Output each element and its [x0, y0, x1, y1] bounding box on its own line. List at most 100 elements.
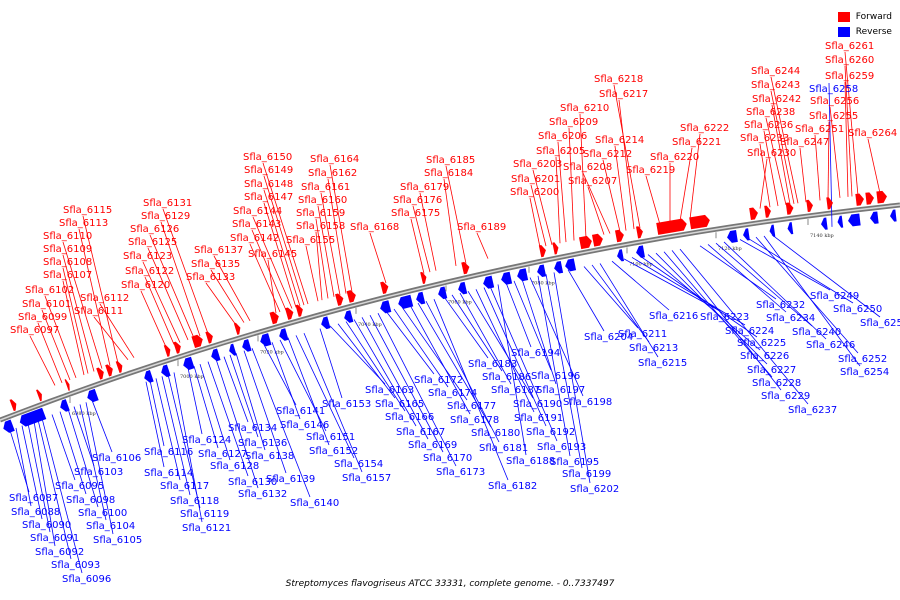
gene-label-sfla-6206: Sfla_6206 [538, 131, 587, 142]
reverse-gene-arrow [890, 209, 897, 222]
reverse-gene-arrow [3, 419, 15, 433]
leader-line [671, 250, 782, 391]
gene-label-sfla-6117: Sfla_6117 [160, 481, 209, 492]
reverse-gene-arrow [501, 271, 513, 285]
tick-label: 7060 kbp [448, 299, 472, 305]
forward-gene-arrow [855, 193, 864, 206]
gene-label-sfla-6118: Sfla_6118 [170, 496, 219, 507]
gene-label-sfla-6162: Sfla_6162 [308, 168, 357, 179]
reverse-gene-arrow [483, 275, 495, 289]
leader-line [679, 147, 693, 222]
leader-line [271, 342, 301, 420]
gene-label-sfla-6130: Sfla_6130 [228, 477, 277, 488]
gene-label-sfla-6143: Sfla_6143 [232, 219, 281, 230]
leader-line [489, 286, 558, 442]
forward-gene-arrow [538, 245, 546, 258]
reverse-gene-arrow [743, 228, 750, 241]
leader-line [37, 419, 72, 560]
leader-line [467, 290, 534, 399]
gene-label-sfla-6134: Sfla_6134 [228, 423, 277, 434]
reverse-gene-arrow [821, 217, 828, 230]
backbone-highlight [0, 204, 900, 421]
leader-line [537, 275, 571, 457]
leader-line [44, 295, 77, 378]
gene-label-sfla-6179: Sfla_6179 [400, 182, 449, 193]
leader-line [459, 292, 512, 385]
gene-label-sfla-6256: Sfla_6256 [810, 96, 859, 107]
gene-label-sfla-6228: Sfla_6228 [752, 378, 801, 389]
tick-label: 7120 kbp [718, 246, 742, 252]
leader-line [529, 277, 584, 397]
gene-label-sfla-6144: Sfla_6144 [233, 206, 282, 217]
gene-label-sfla-6264: Sfla_6264 [848, 128, 897, 139]
leader-line [679, 248, 809, 405]
figure-caption: Streptomyces flavogriseus ATCC 33331, co… [285, 579, 615, 589]
gene-label-sfla-6154: Sfla_6154 [334, 459, 383, 470]
gene-label-sfla-6214: Sfla_6214 [595, 135, 644, 146]
reverse-gene-arrow [19, 407, 47, 427]
gene-label-sfla-6136: Sfla_6136 [238, 438, 287, 449]
reverse-gene-arrow [848, 213, 861, 227]
reverse-gene-arrow [565, 258, 577, 272]
leader-line [663, 251, 773, 378]
gene-label-sfla-6246: Sfla_6246 [806, 340, 855, 351]
leader-line [243, 350, 287, 474]
gene-label-sfla-6151: Sfla_6151 [306, 432, 355, 443]
gene-label-sfla-6152: Sfla_6152 [309, 446, 358, 457]
leader-line [235, 352, 266, 451]
gene-label-sfla-6207: Sfla_6207 [568, 176, 617, 187]
leader-line [419, 192, 437, 271]
gene-labels: Sfla_6097Sfla_6099Sfla_6101Sfla_6102Sfla… [9, 41, 900, 585]
gene-label-sfla-6177: Sfla_6177 [447, 401, 496, 412]
leader-line [443, 296, 489, 359]
gene-label-sfla-6237: Sfla_6237 [788, 405, 837, 416]
tick-label: 7080 kbp [531, 281, 555, 287]
leader-line [770, 90, 795, 204]
forward-gene-arrow [233, 322, 241, 335]
gene-label-sfla-6193: Sfla_6193 [537, 442, 586, 453]
leader-line [207, 361, 249, 477]
gene-label-sfla-6197: Sfla_6197 [536, 385, 585, 396]
leader-line [82, 215, 119, 364]
leader-line [263, 344, 297, 406]
gene-label-sfla-6121: Sfla_6121 [182, 523, 231, 534]
gene-label-sfla-6200: Sfla_6200 [510, 187, 559, 198]
leader-line [602, 159, 621, 232]
tick-label: 7040 kbp [358, 322, 382, 328]
gene-label-sfla-6129: Sfla_6129 [141, 211, 190, 222]
leader-line [62, 280, 85, 376]
gene-label-sfla-6191: Sfla_6191 [514, 413, 563, 424]
leader-line [755, 236, 859, 354]
leader-line [844, 81, 849, 197]
gene-label-sfla-6226: Sfla_6226 [740, 351, 789, 362]
gene-label-sfla-6158: Sfla_6158 [296, 221, 345, 232]
gene-label-sfla-6187: Sfla_6187 [491, 385, 540, 396]
chromosome-backbone [0, 202, 900, 423]
gene-label-sfla-6125: Sfla_6125 [128, 237, 177, 248]
gene-label-sfla-6174: Sfla_6174 [428, 388, 477, 399]
gene-label-sfla-6192: Sfla_6192 [526, 427, 575, 438]
reverse-gene-arrow [183, 356, 195, 370]
gene-label-sfla-6227: Sfla_6227 [747, 365, 796, 376]
reverse-gene-arrow [517, 268, 529, 282]
leader-line [287, 337, 330, 446]
gene-label-sfla-6244: Sfla_6244 [751, 66, 800, 77]
gene-label-sfla-6172: Sfla_6172 [414, 375, 463, 386]
reverse-gene-arrow [60, 399, 70, 412]
leader-line [530, 184, 547, 247]
gene-label-sfla-6150: Sfla_6150 [243, 152, 292, 163]
gene-label-sfla-6201: Sfla_6201 [511, 174, 560, 185]
leader-line [532, 169, 553, 246]
leader-line [319, 328, 343, 399]
leader-line [147, 247, 189, 341]
leader-line [369, 315, 444, 453]
leader-line [483, 287, 547, 427]
leader-line [545, 274, 583, 469]
gene-label-sfla-6170: Sfla_6170 [423, 453, 472, 464]
leader-line [29, 335, 56, 386]
leader-line [279, 339, 327, 432]
gene-label-sfla-6148: Sfla_6148 [244, 179, 293, 190]
legend-forward: Forward [837, 9, 892, 24]
reverse-gene-arrow [438, 286, 448, 300]
